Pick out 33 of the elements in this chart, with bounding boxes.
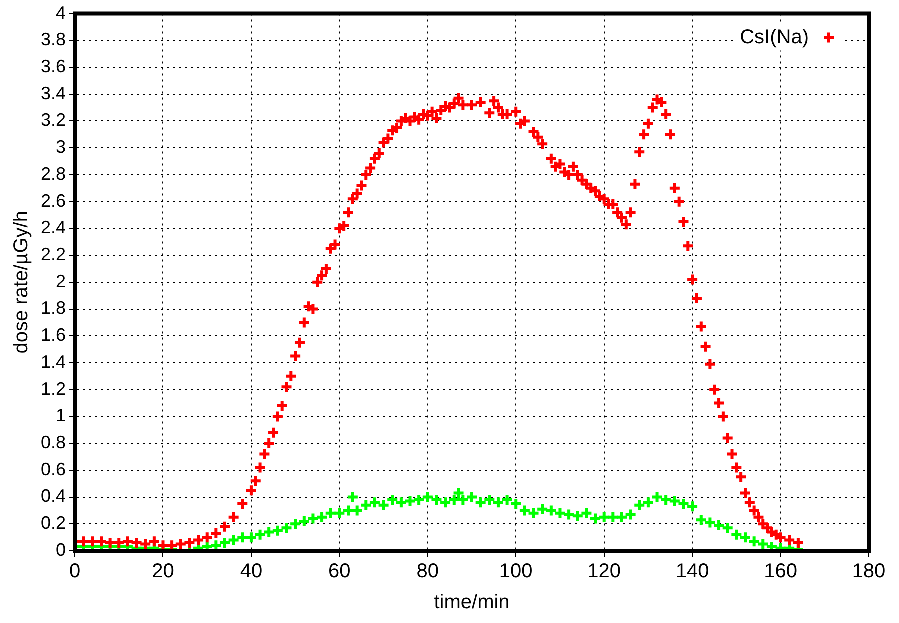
y-tick-label: 2.6 [40, 190, 66, 211]
y-tick-label: 3.2 [40, 110, 66, 130]
y-tick-label: 1.2 [40, 378, 66, 399]
x-tick-label: 100 [499, 560, 533, 583]
y-tick-label: 3 [56, 137, 66, 158]
y-tick-label: 0.6 [40, 459, 66, 480]
x-tick-label: 80 [416, 560, 440, 583]
y-tick-label: 1 [56, 406, 66, 426]
legend-label: CsI(Na) [740, 26, 809, 48]
y-tick-label: 2.2 [40, 244, 66, 265]
y-tick-label: 2.4 [40, 218, 66, 238]
y-tick-label: 2 [56, 271, 66, 292]
x-tick-label: 60 [328, 560, 351, 583]
y-tick-label: 4 [56, 2, 66, 23]
y-tick-label: 1.6 [40, 325, 66, 346]
x-tick-label: 160 [764, 560, 798, 583]
y-tick-label: 3.6 [40, 56, 66, 76]
y-tick-label: 0 [56, 540, 66, 560]
y-tick-label: 3.4 [40, 83, 66, 104]
x-tick-label: 20 [152, 560, 174, 583]
y-tick-label: 1.8 [40, 298, 66, 318]
x-tick-label: 120 [588, 560, 622, 583]
y-axis-title: dose rate/µGy/h [10, 211, 33, 354]
y-tick-label: 1.4 [40, 352, 66, 372]
y-tick-label: 2.8 [40, 164, 66, 184]
x-axis-title: time/min [434, 592, 510, 614]
x-tick-label: 40 [240, 560, 263, 583]
y-tick-label: 0.2 [40, 513, 66, 534]
y-tick-label: 0.4 [40, 486, 66, 506]
x-tick-label: 140 [676, 560, 710, 583]
y-tick-label: 0.8 [40, 432, 66, 453]
x-tick-label: 180 [852, 560, 886, 583]
y-tick-label: 3.8 [40, 30, 66, 50]
